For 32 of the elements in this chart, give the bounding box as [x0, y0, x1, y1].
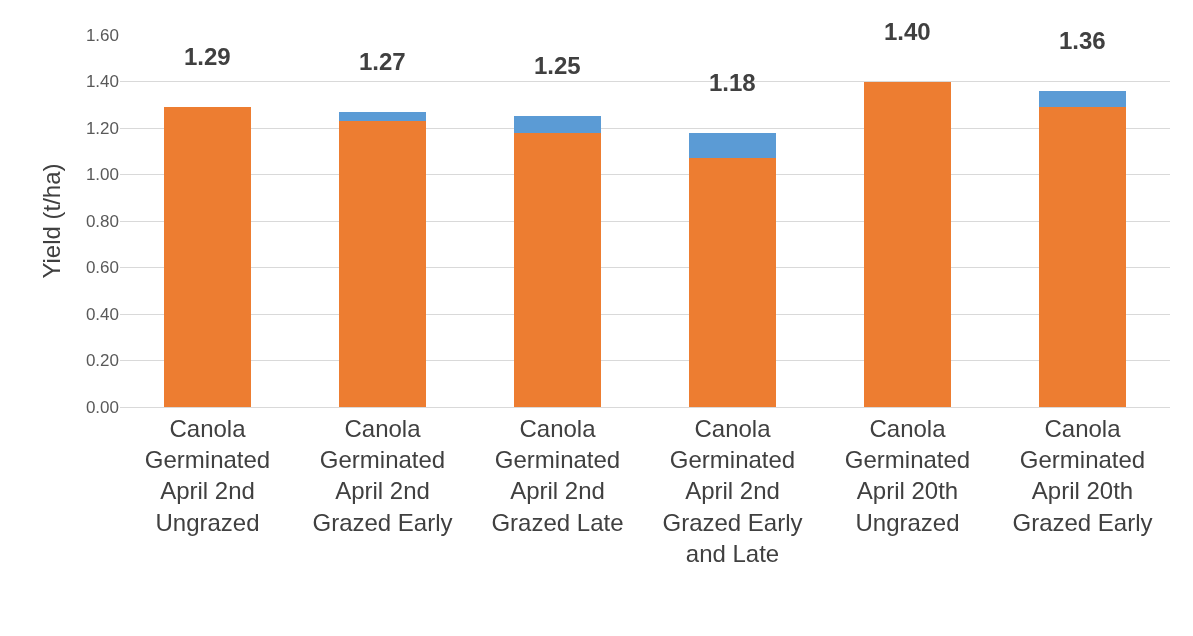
- x-tick-label: Canola Germinated April 2nd Ungrazed: [144, 414, 271, 536]
- x-tick-label: Canola Germinated April 20th Ungrazed: [844, 414, 971, 536]
- total-label: 1.29: [184, 43, 231, 70]
- y-tick-label: 1.60: [85, 25, 119, 45]
- x-tick-label: Canola Germinated April 2nd Grazed Early and Late: [662, 414, 803, 567]
- y-tick-label: 1.00: [85, 165, 119, 185]
- y-tick-label: 0.80: [85, 211, 119, 231]
- bar: [338, 121, 427, 407]
- y-tick-label: 1.40: [85, 72, 119, 92]
- x-tick-label: Canola Germinated April 2nd Grazed Early: [312, 414, 453, 536]
- bar: [1038, 107, 1127, 407]
- total-label: 1.36: [1059, 27, 1106, 54]
- y-axis-title: Yield (t/ha): [38, 163, 66, 279]
- total-label: 1.25: [534, 52, 581, 79]
- y-tick-label: 0.60: [85, 258, 119, 278]
- total-label: 1.40: [884, 18, 931, 45]
- bar: [338, 111, 427, 122]
- x-tick-label: Canola Germinated April 2nd Grazed Late: [491, 414, 624, 536]
- y-tick-label: 1.20: [85, 118, 119, 138]
- bar: [513, 116, 602, 133]
- bar: [688, 158, 777, 407]
- y-tick-label: 0.00: [85, 397, 119, 417]
- bar: [163, 107, 252, 407]
- bar: [863, 81, 952, 407]
- total-label: 1.18: [709, 69, 756, 96]
- y-tick-label: 0.40: [85, 304, 119, 324]
- bar: [1038, 90, 1127, 108]
- bar: [513, 132, 602, 407]
- x-tick-label: Canola Germinated April 20th Grazed Early: [1012, 414, 1153, 536]
- bar: [688, 132, 777, 159]
- y-tick-label: 0.20: [85, 351, 119, 371]
- total-label: 1.27: [359, 48, 406, 75]
